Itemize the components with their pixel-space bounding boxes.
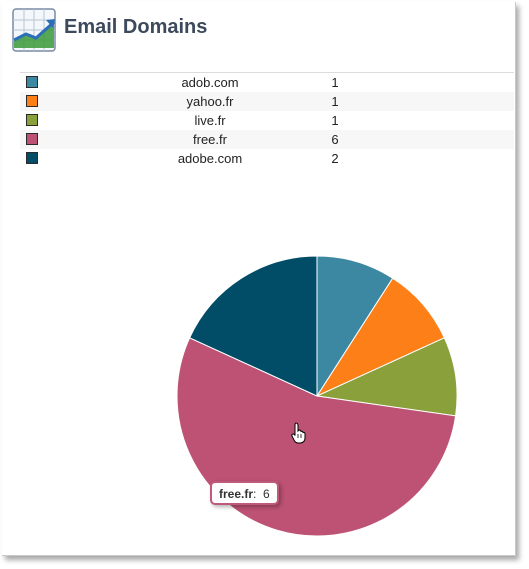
legend-label: adobe.com (177, 151, 243, 166)
legend-label: yahoo.fr (186, 94, 234, 109)
pie-slice[interactable] (188, 255, 318, 397)
chart-legend-table: adob.com 1 yahoo.fr 1 live.fr 1 free.fr 6 adobe.… (20, 72, 514, 168)
tooltip-value: 6 (263, 487, 270, 501)
legend-value: 1 (331, 94, 339, 109)
legend-value: 1 (331, 75, 339, 90)
legend-swatch (26, 76, 38, 88)
slice-tooltip: free.fr: 6 (210, 481, 279, 505)
hand-pointer-icon (291, 422, 306, 444)
legend-row: adobe.com 2 (20, 149, 514, 168)
legend-value: 2 (331, 151, 339, 166)
legend-value: 6 (331, 132, 339, 147)
report-header: Email Domains (12, 8, 512, 52)
page-title: Email Domains (64, 16, 208, 38)
legend-row: yahoo.fr 1 (20, 92, 514, 111)
legend-value: 1 (331, 113, 339, 128)
legend-label: adob.com (181, 75, 239, 90)
legend-swatch (26, 114, 38, 126)
legend-row: live.fr 1 (20, 111, 514, 130)
tooltip-label: free.fr (219, 487, 254, 501)
legend-swatch (26, 95, 38, 107)
legend-swatch (26, 152, 38, 164)
pie-slice[interactable] (316, 255, 394, 398)
pie-slice[interactable] (315, 277, 446, 398)
legend-swatch (26, 133, 38, 145)
legend-label: free.fr (193, 132, 227, 147)
legend-label: live.fr (194, 113, 226, 128)
pie-slice[interactable] (315, 337, 458, 417)
chart-report-icon (12, 8, 56, 52)
tooltip-separator: : (253, 487, 257, 501)
legend-row: free.fr 6 (20, 130, 514, 149)
legend-row: adob.com 1 (20, 73, 514, 92)
